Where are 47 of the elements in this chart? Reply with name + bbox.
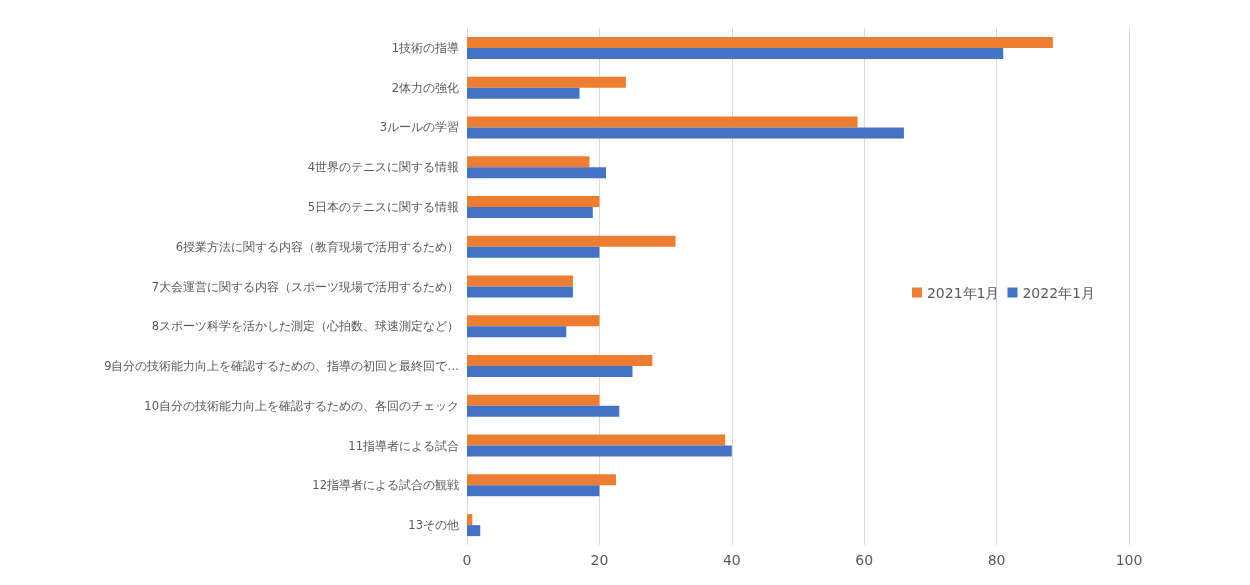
bar: [467, 366, 633, 378]
bar: [467, 394, 600, 406]
bar: [467, 485, 600, 497]
bar: [467, 525, 481, 537]
y-tick-label: 1技術の指導: [391, 40, 459, 55]
bar: [467, 474, 616, 486]
x-tick-label: 80: [987, 552, 1006, 568]
x-tick-label: 0: [462, 552, 472, 568]
y-tick-label: 9自分の技術能力向上を確認するための、指導の初回と最終回で…: [104, 359, 459, 374]
bar: [467, 326, 567, 338]
y-tick-label: 13その他: [408, 518, 459, 533]
bar: [467, 156, 590, 168]
bar: [467, 116, 858, 128]
y-tick-label: 3ルールの学習: [379, 120, 459, 135]
bar: [467, 246, 600, 258]
y-tick-label: 8スポーツ科学を活かした測定（心拍数、球速測定など）: [151, 319, 459, 334]
y-tick-label: 6授業方法に関する内容（教育現場で活用するため）: [175, 239, 459, 254]
y-tick-label: 2体力の強化: [391, 80, 459, 95]
x-tick-label: 40: [722, 552, 741, 568]
legend-label: 2022年1月: [1022, 284, 1096, 301]
bar: [467, 87, 580, 99]
bar: [467, 47, 1004, 59]
bar: [467, 76, 626, 88]
y-tick-label: 7大会運営に関する内容（スポーツ現場で活用するため）: [151, 279, 459, 294]
legend-label: 2021年1月: [926, 284, 1000, 301]
bar: [467, 206, 593, 218]
bar: [467, 127, 904, 139]
y-tick-label: 12指導者による試合の観戦: [312, 478, 459, 493]
bar: [467, 36, 1053, 48]
bar: [467, 315, 600, 327]
y-tick-label: 5日本のテニスに関する情報: [307, 199, 459, 214]
y-tick-label: 4世界のテニスに関する情報: [307, 160, 459, 175]
y-tick-label: 10自分の技術能力向上を確認するための、各回のチェック: [144, 398, 459, 413]
x-tick-label: 20: [590, 552, 609, 568]
bar: [467, 167, 607, 179]
x-tick-label: 60: [855, 552, 874, 568]
bar: [467, 195, 600, 207]
bar: [467, 275, 573, 287]
bar: [467, 355, 653, 367]
bar: [467, 514, 473, 526]
y-tick-label: 11指導者による試合: [348, 438, 459, 453]
x-tick-label: 100: [1115, 552, 1143, 568]
bar: [467, 434, 726, 446]
bar: [467, 445, 732, 457]
bar: [467, 405, 620, 417]
bar: [467, 235, 676, 247]
bar: [467, 286, 573, 298]
